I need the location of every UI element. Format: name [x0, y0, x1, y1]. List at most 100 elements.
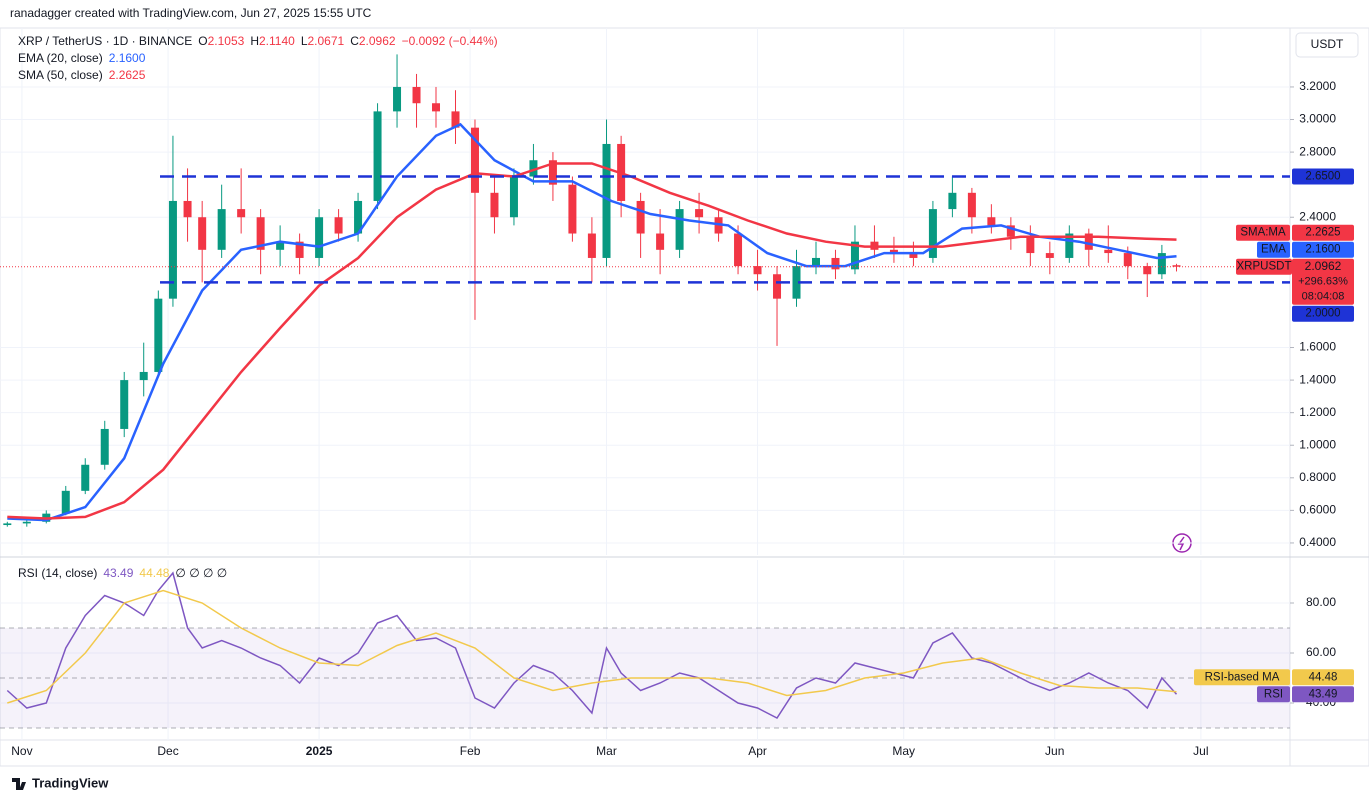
last-price-change: +296.63%: [1298, 276, 1348, 288]
last-price-name: XRPUSDT: [1237, 261, 1292, 273]
quote-key: H: [250, 34, 259, 48]
x-tick-label: Apr: [748, 744, 767, 758]
legend-title: XRP / TetherUS · 1D · BINANCE O2.1053 H2.1…: [18, 34, 498, 48]
candle-body: [831, 257, 840, 270]
attribution: ranadagger created with TradingView.com,…: [10, 6, 372, 20]
candle-body: [529, 160, 538, 177]
legend-value: 2.1600: [109, 51, 146, 65]
candle-body: [237, 209, 246, 218]
level-label: 2.0000: [1305, 308, 1340, 320]
y-tick-label: 1.2000: [1299, 405, 1336, 419]
candle-body: [1172, 265, 1181, 267]
candle-body: [1045, 253, 1054, 258]
x-tick-label: May: [892, 744, 915, 758]
candle-body: [948, 192, 957, 210]
candle-body: [656, 233, 665, 250]
candle-body: [100, 428, 109, 465]
level-label: 2.6500: [1305, 171, 1340, 183]
legend-value: 2.2625: [109, 68, 146, 82]
candle-body: [183, 200, 192, 218]
series-axis-name: RSI: [1264, 688, 1283, 700]
candle-body: [276, 241, 285, 250]
candle-body: [1026, 236, 1035, 254]
candle-body: [432, 103, 441, 112]
candle-body: [734, 233, 743, 267]
last-price-value: 2.0962: [1305, 259, 1342, 273]
series-axis-name: EMA: [1261, 244, 1286, 256]
x-tick-label: Dec: [157, 744, 178, 758]
x-tick-label: Jul: [1193, 744, 1208, 758]
candle-body: [675, 209, 684, 250]
series-line: [7, 589, 1177, 704]
candle-body: [470, 127, 479, 193]
x-tick-label: Nov: [11, 744, 32, 758]
candle-body: [587, 233, 596, 258]
quote-value: 2.0671: [308, 34, 345, 48]
candle-body: [256, 217, 265, 250]
candle-body: [81, 464, 90, 491]
quote-change: −0.0092 (−0.44%): [402, 34, 498, 48]
candle-body: [889, 249, 898, 254]
candle-body: [1157, 253, 1166, 275]
series-axis-name-box: [1194, 669, 1290, 686]
candle-body: [568, 184, 577, 234]
x-tick-label: Jun: [1045, 744, 1064, 758]
currency-button[interactable]: [1295, 32, 1359, 58]
series-axis-value-box: [1292, 669, 1354, 686]
y-tick-label: 2.8000: [1299, 144, 1336, 158]
title: XRP / TetherUS · 1D · BINANCE: [18, 34, 192, 48]
series-axis-name-box: [1236, 224, 1290, 241]
x-tick-label: Mar: [596, 744, 617, 758]
candle-body: [695, 209, 704, 218]
candle-body: [753, 266, 762, 275]
candle-body: [1123, 253, 1132, 267]
quote-key: L: [301, 34, 308, 48]
level-label-box: [1292, 305, 1354, 322]
level-label-box: [1292, 168, 1354, 185]
x-tick-label: 2025: [306, 744, 333, 758]
y-tick-label: 3.2000: [1299, 79, 1336, 93]
x-tick-label: Feb: [460, 744, 481, 758]
quote-value: 2.1140: [259, 34, 295, 48]
legend-value: 44.48: [139, 566, 169, 580]
y-tick-label: 3.0000: [1299, 112, 1336, 126]
candle-body: [850, 241, 859, 270]
candle-body: [792, 266, 801, 299]
y-tick-label: 1.6000: [1299, 340, 1336, 354]
quote-value: 2.0962: [359, 34, 396, 48]
candle-body: [373, 111, 382, 201]
series-axis-value-box: [1292, 686, 1354, 703]
quote-value: 2.1053: [208, 34, 245, 48]
legend-name: EMA (20, close): [18, 51, 103, 65]
series-axis-value: 43.49: [1309, 688, 1338, 700]
quote-key: O: [198, 34, 207, 48]
candle-body: [1143, 266, 1152, 275]
y-tick-label: 0.6000: [1299, 503, 1336, 517]
candle-body: [909, 253, 918, 258]
candle-body: [1006, 225, 1015, 237]
y-tick-label: 0.4000: [1299, 535, 1336, 549]
frame: [0, 27, 1369, 767]
candle-body: [451, 111, 460, 128]
candle-body: [393, 86, 402, 112]
y-tick-label: 0.8000: [1299, 470, 1336, 484]
y-tick-label: 80.00: [1306, 595, 1336, 609]
candle-body: [967, 192, 976, 218]
y-tick-label: 1.0000: [1299, 437, 1336, 451]
candle-body: [811, 257, 820, 267]
candle-body: [120, 380, 129, 429]
title: RSI (14, close): [18, 566, 97, 580]
candle-body: [22, 521, 31, 524]
series-axis-value: 2.2625: [1305, 227, 1340, 239]
legend-entry: EMA (20, close) 2.1600: [18, 51, 146, 65]
tv-logo: [12, 778, 26, 790]
series-axis-name-box: [1257, 686, 1290, 703]
candle-body: [1065, 233, 1074, 258]
y-tick-label: 2.4000: [1299, 209, 1336, 223]
candle-body: [168, 200, 177, 299]
last-price-name-box: [1236, 258, 1292, 275]
candle-body: [509, 176, 518, 218]
candle-body: [412, 86, 421, 104]
candle-body: [490, 192, 499, 218]
